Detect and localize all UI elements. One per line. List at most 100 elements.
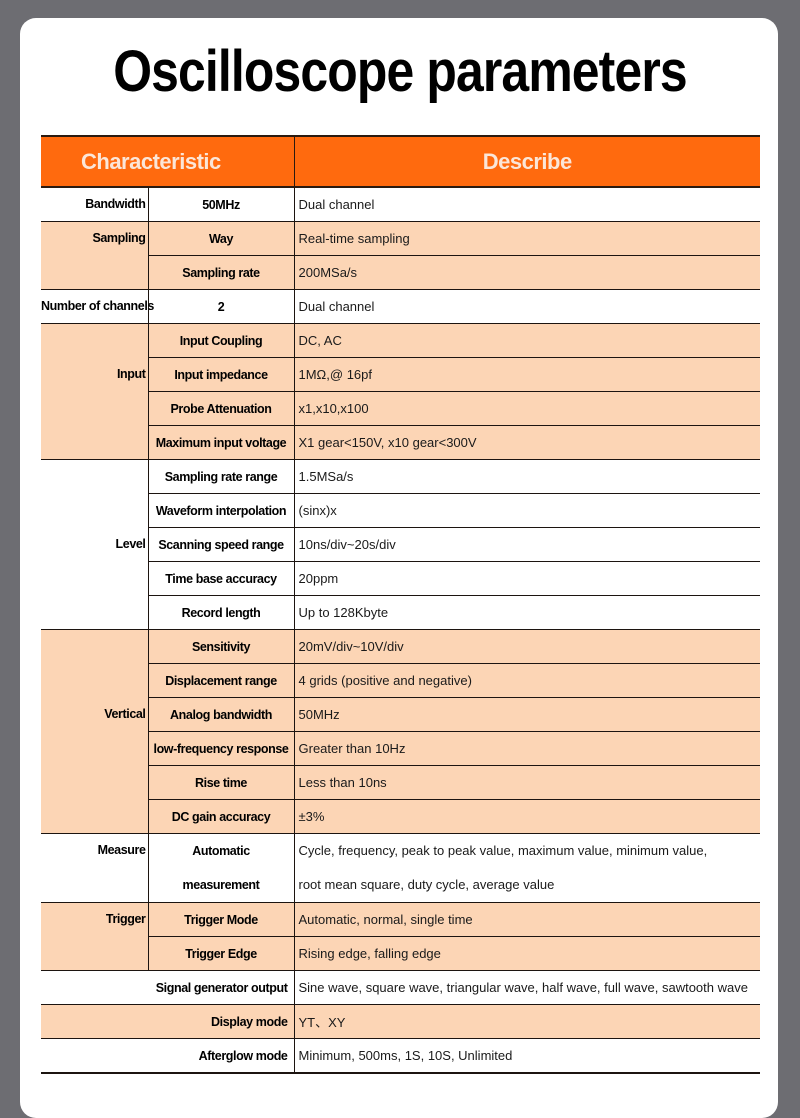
description: 4 grids (positive and negative) <box>293 663 760 698</box>
description-text: Dual channel <box>298 197 375 212</box>
description: 20ppm <box>293 561 760 596</box>
description: Sine wave, square wave, triangular wave,… <box>293 970 760 1005</box>
description: 50MHz <box>293 697 760 732</box>
description-text: 50MHz <box>298 707 340 722</box>
table-row: Analog bandwidth 50MHz <box>41 697 760 732</box>
row-label: Signal generator output <box>41 970 294 1005</box>
group-label: Bandwidth <box>41 186 148 222</box>
table-row: Bandwidth 50MHz Dual channel <box>41 186 760 222</box>
sub-label: 50MHz <box>147 186 294 222</box>
description-text: 20mV/div~10V/div <box>298 639 404 654</box>
table-row: Afterglow mode Minimum, 500ms, 1S, 10S, U… <box>41 1038 760 1074</box>
page-title: Oscilloscope parameters <box>113 39 687 104</box>
description-text: 4 grids (positive and negative) <box>298 673 472 688</box>
description-text: 10ns/div~20s/div <box>298 537 396 552</box>
sub-label-text-2: measurement <box>182 878 260 892</box>
description: Less than 10ns <box>293 765 760 800</box>
table-row: Sampling Way Real-time sampling <box>41 221 760 290</box>
sub-label-text: low-frequency response <box>153 741 289 756</box>
sub-label: Analog bandwidth <box>147 697 294 732</box>
description-text: x1,x10,x100 <box>298 401 369 416</box>
row-label: Afterglow mode <box>41 1038 294 1074</box>
group-label: Sampling <box>41 221 148 290</box>
sub-label: Probe Attenuation <box>147 391 294 426</box>
header-characteristic: Characteristic <box>41 135 294 188</box>
description: 1.5MSa/s <box>293 459 760 494</box>
group-label-text: Input <box>116 367 146 381</box>
table-row: Input Input Coupling DC, AC <box>41 323 760 460</box>
sub-label-text: Sampling rate range <box>164 469 278 484</box>
sub-label-text: Trigger Edge <box>185 946 257 961</box>
sub-label-text: Maximum input voltage <box>155 435 287 450</box>
sub-label-text: Time base accuracy <box>165 571 277 586</box>
sub-label-text: 2 <box>217 299 225 314</box>
sub-label: Maximum input voltage <box>147 425 294 460</box>
group-label: Level <box>41 459 148 630</box>
sub-label-text: DC gain accuracy <box>171 809 271 824</box>
description: 10ns/div~20s/div <box>293 527 760 562</box>
sub-label-text: Input impedance <box>174 367 268 382</box>
table-row: Trigger Trigger Mode Automatic, normal, si… <box>41 902 760 971</box>
table-row: Input impedance 1MΩ,@ 16pf <box>41 357 760 392</box>
sub-label-text: Trigger Mode <box>184 912 258 927</box>
description-text: Minimum, 500ms, 1S, 10S, Unlimited <box>298 1048 513 1063</box>
row-label: Display mode <box>41 1004 294 1039</box>
sub-label: Automatic measurement <box>147 833 294 903</box>
description: Minimum, 500ms, 1S, 10S, Unlimited <box>293 1038 760 1074</box>
sub-label-text: Way <box>208 231 234 246</box>
sub-label: Trigger Mode <box>147 902 294 937</box>
group-label-text: Measure <box>97 843 146 857</box>
sub-label: Time base accuracy <box>147 561 294 596</box>
description-text: 200MSa/s <box>298 265 358 280</box>
description: Automatic, normal, single time <box>293 902 760 937</box>
table-row: Scanning speed range 10ns/div~20s/div <box>41 527 760 562</box>
sub-label-text: Waveform interpolation <box>155 503 287 518</box>
description-text: Up to 128Kbyte <box>298 605 389 620</box>
description: Dual channel <box>293 289 760 324</box>
table-row: Signal generator output Sine wave, square… <box>41 970 760 1005</box>
header-describe: Describe <box>293 135 760 188</box>
description-text: YT、XY <box>298 1015 346 1030</box>
description: x1,x10,x100 <box>293 391 760 426</box>
group-label-text: Sampling <box>92 231 146 245</box>
table-row: Record length Up to 128Kbyte <box>41 595 760 630</box>
table-row: Trigger Edge Rising edge, falling edge <box>41 936 760 971</box>
description-text: 1.5MSa/s <box>298 469 354 484</box>
description-text: 1MΩ,@ 16pf <box>298 367 373 382</box>
description: ±3% <box>293 799 760 834</box>
description: (sinx)x <box>293 493 760 528</box>
table-row: Number of channels 2 Dual channel <box>41 289 760 324</box>
description-text: Rising edge, falling edge <box>298 946 441 961</box>
group-label-text: Level <box>115 537 146 551</box>
description-text: X1 gear<150V, x10 gear<300V <box>298 435 477 450</box>
description: 1MΩ,@ 16pf <box>293 357 760 392</box>
sub-label-text: Rise time <box>195 775 247 790</box>
description-text: Real-time sampling <box>298 231 410 246</box>
description-text: Greater than 10Hz <box>298 741 406 756</box>
sub-label: 2 <box>147 289 294 324</box>
sub-label: Record length <box>147 595 294 630</box>
sub-label-text: Input Coupling <box>179 333 263 348</box>
group-label: Measure <box>41 833 148 903</box>
table-row: Waveform interpolation (sinx)x <box>41 493 760 528</box>
description-text: 20ppm <box>298 571 339 586</box>
group-label: Input <box>41 323 148 460</box>
description-text: Cycle, frequency, peak to peak value, ma… <box>298 843 708 858</box>
description: 20mV/div~10V/div <box>293 629 760 664</box>
sub-label: Waveform interpolation <box>147 493 294 528</box>
table-row: Display mode YT、XY <box>41 1004 760 1039</box>
table-header: Characteristic Describe <box>41 135 760 188</box>
group-label-text: Vertical <box>104 707 146 721</box>
table-row: Rise time Less than 10ns <box>41 765 760 800</box>
description-text: (sinx)x <box>298 503 337 518</box>
group-label-text: Number of channels <box>41 299 154 313</box>
description: YT、XY <box>293 1004 760 1039</box>
group-label: Number of channels <box>41 289 154 324</box>
sub-label: Rise time <box>147 765 294 800</box>
sub-label-text: Automatic <box>192 844 250 858</box>
group-label: Trigger <box>41 902 148 971</box>
group-label-text: Trigger <box>105 912 146 926</box>
sub-label-text: Probe Attenuation <box>170 401 272 416</box>
table-row: DC gain accuracy ±3% <box>41 799 760 834</box>
table-row: Probe Attenuation x1,x10,x100 <box>41 391 760 426</box>
